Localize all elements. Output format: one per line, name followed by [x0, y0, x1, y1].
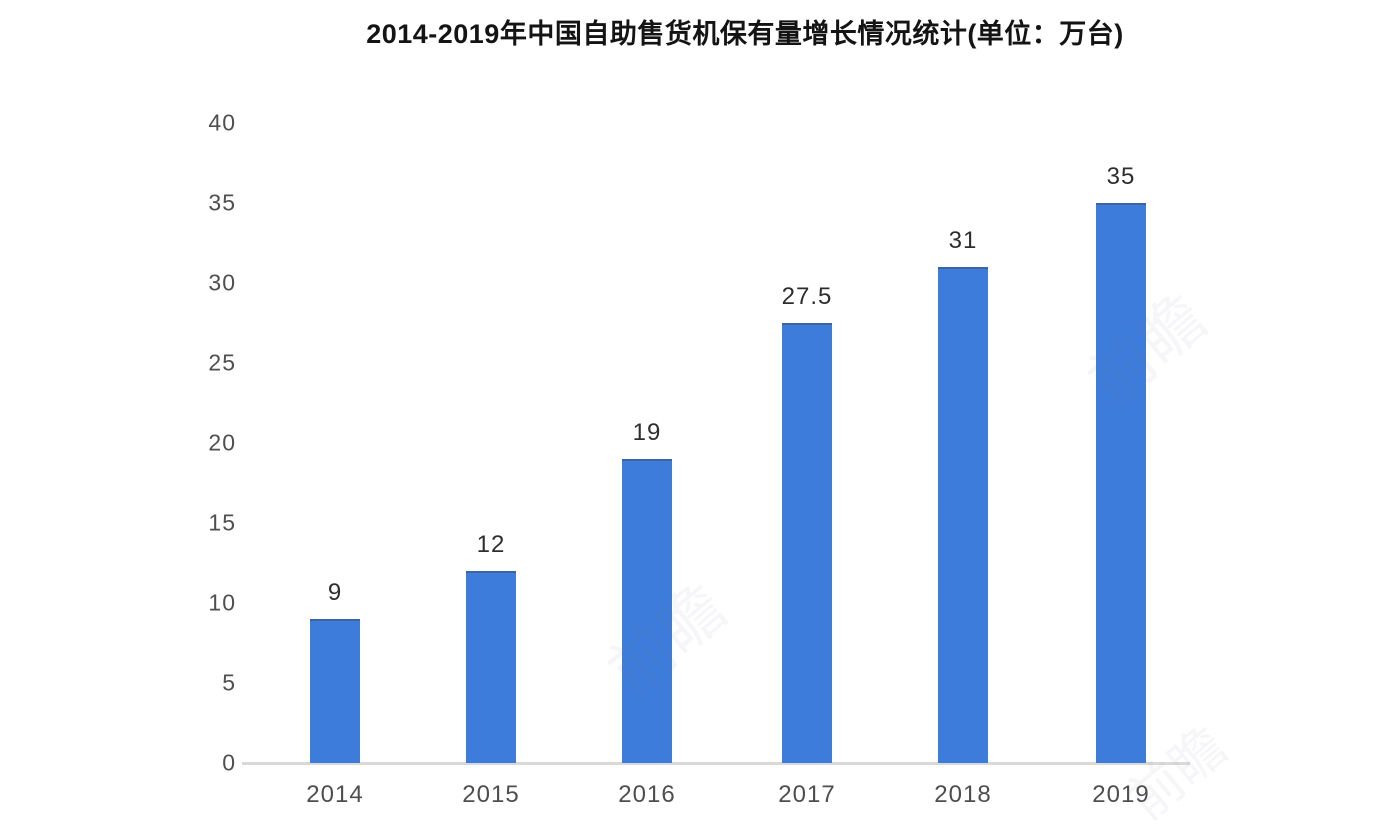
bar-value-label: 31	[948, 227, 978, 254]
bar-2019	[1096, 203, 1146, 763]
x-tick-label: 2015	[462, 781, 520, 808]
bar-2016	[622, 459, 672, 763]
x-tick-label: 2019	[1092, 781, 1150, 808]
y-tick-label: 10	[208, 589, 236, 616]
bar-2015	[466, 571, 516, 763]
bar-value-label: 27.5	[781, 283, 833, 310]
plot-area: 0 5 10 15 20 25 30 35 40 9 2014 12 2015 19 2016 27.5 201…	[208, 110, 1190, 808]
x-tick-label: 2016	[618, 781, 676, 808]
y-tick-label: 0	[222, 749, 236, 776]
bar-value-label: 35	[1106, 163, 1136, 190]
bar-value-label: 9	[327, 579, 343, 606]
y-tick-label: 15	[208, 509, 236, 536]
x-tick-label: 2018	[934, 781, 992, 808]
x-axis-line	[242, 762, 1190, 765]
y-tick-label: 25	[208, 349, 236, 376]
bar-value-label: 19	[632, 419, 662, 446]
bar-value-label: 12	[476, 531, 506, 558]
bar-2014	[310, 619, 360, 763]
bar-2018	[938, 267, 988, 763]
bar-2017	[782, 323, 832, 763]
y-tick-label: 35	[208, 189, 236, 216]
y-tick-label: 5	[222, 669, 236, 696]
y-tick-label: 30	[208, 269, 236, 296]
x-tick-label: 2014	[306, 781, 364, 808]
x-tick-label: 2017	[778, 781, 836, 808]
y-tick-label: 20	[208, 429, 236, 456]
chart-title: 2014-2019年中国自助售货机保有量增长情况统计(单位：万台)	[366, 19, 1124, 49]
y-tick-label: 40	[208, 109, 236, 136]
